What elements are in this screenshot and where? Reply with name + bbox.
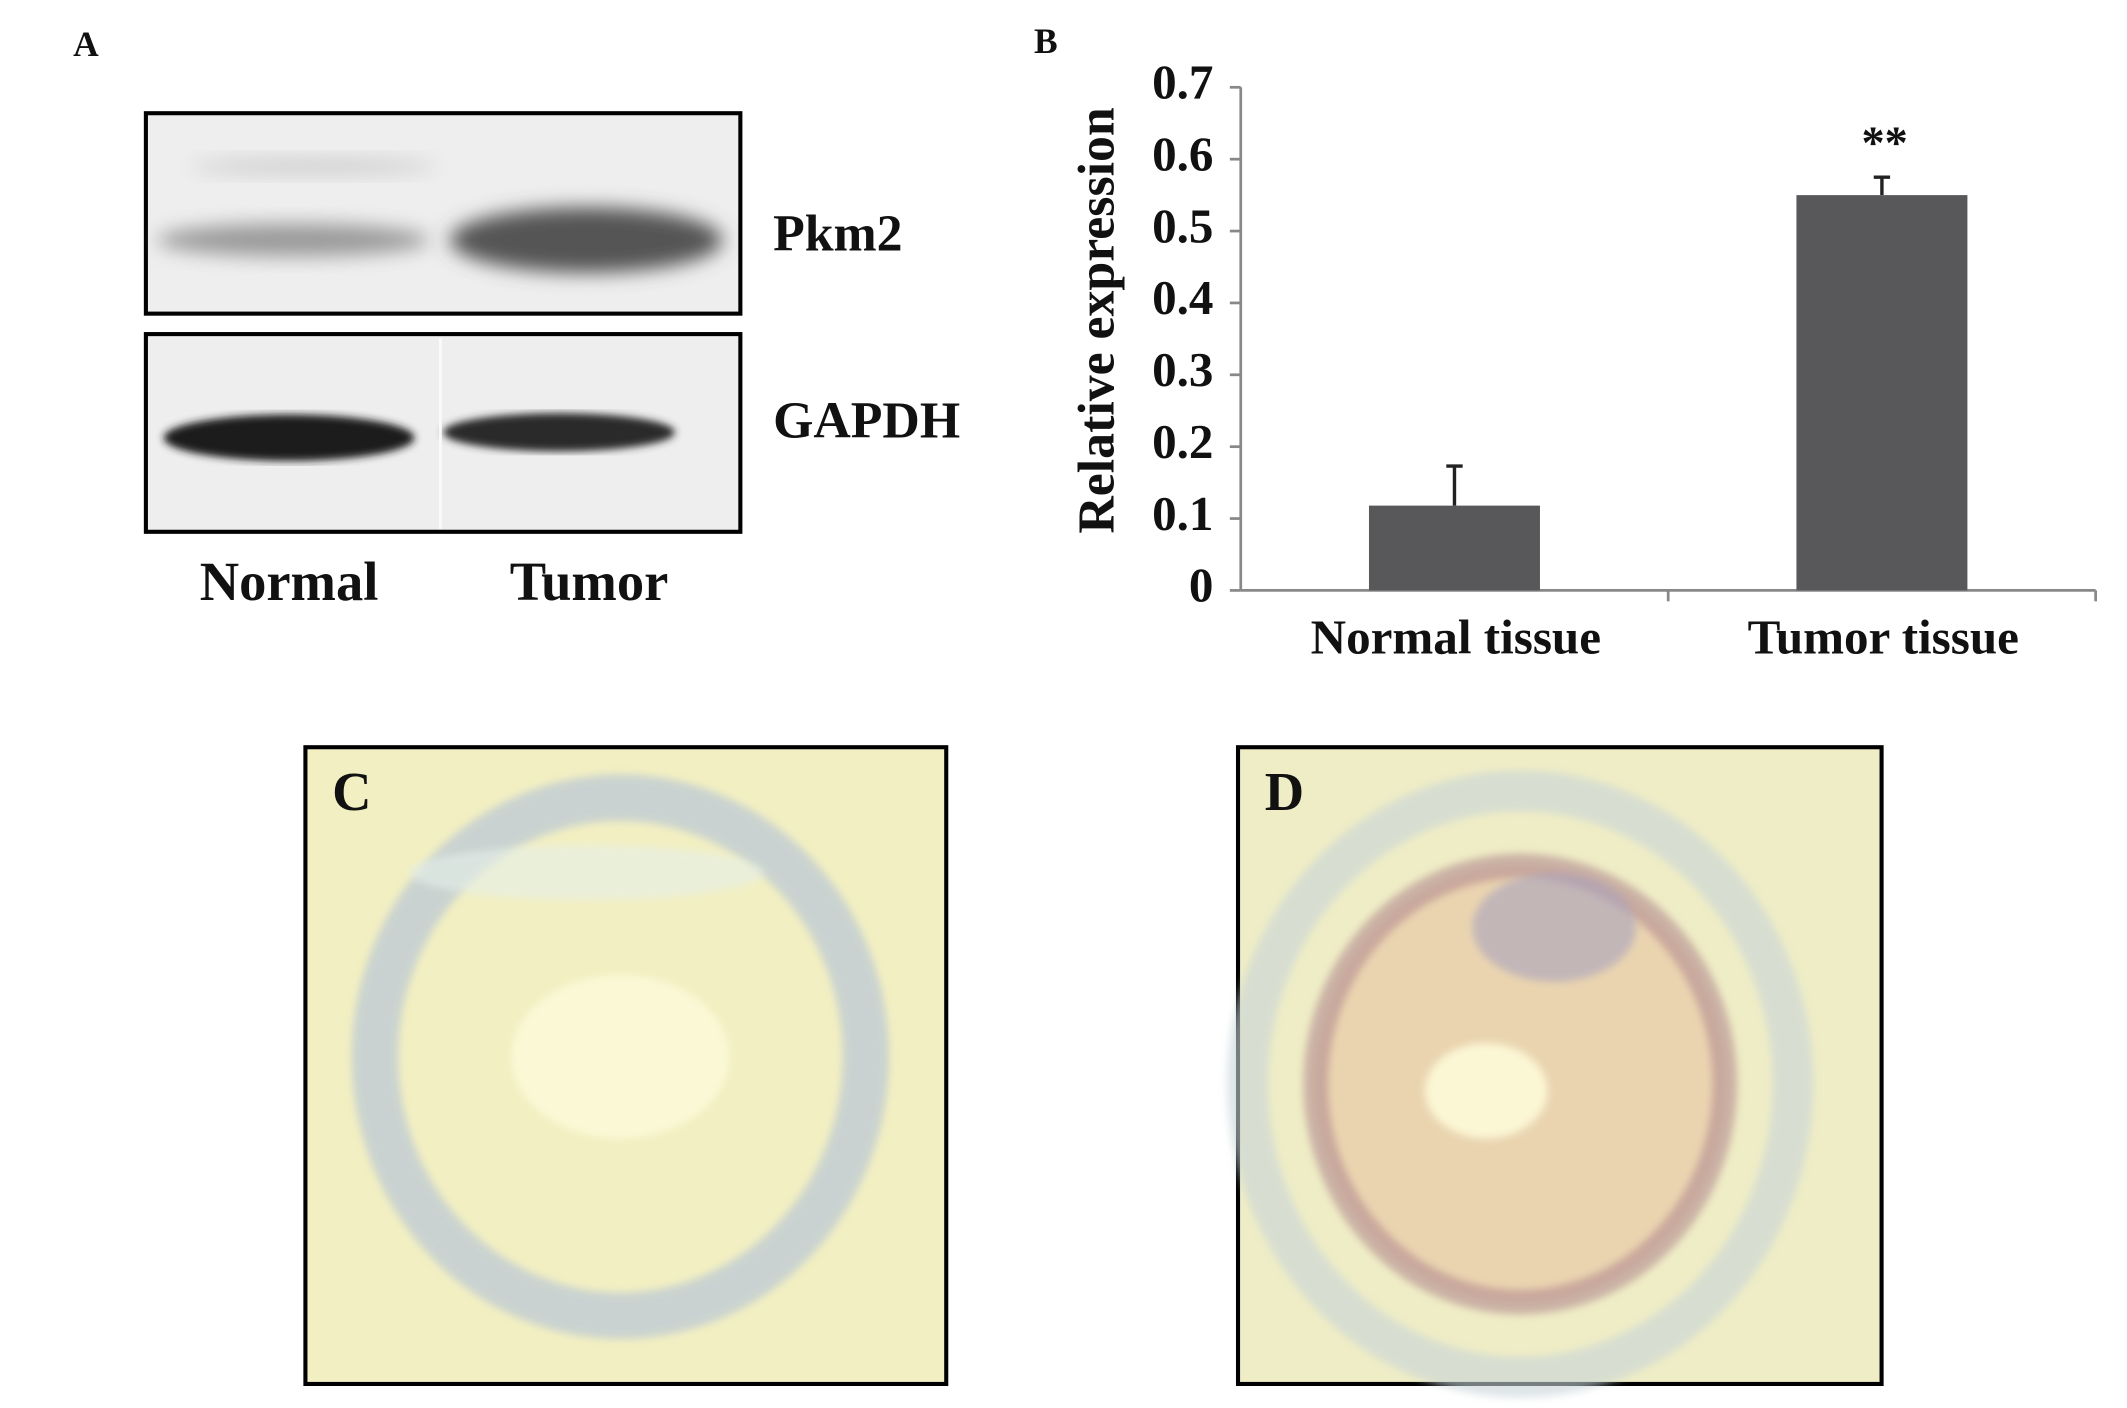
y-tick-label: 0 (1189, 558, 1214, 613)
lane-label: Tumor (510, 551, 669, 612)
y-tick-label: 0.3 (1152, 342, 1213, 397)
panel-label: D (1265, 761, 1304, 822)
bar (1796, 195, 1968, 591)
panel-label: B (1034, 21, 1058, 61)
micrograph-c (303, 745, 949, 1387)
bar-chart: B Relative expression 0 0.1 0.2 0.3 0.4 0.5 0.… (1034, 21, 2098, 665)
blot-pkm2 (143, 111, 743, 316)
micrograph-d (1227, 745, 1884, 1398)
band-label: GAPDH (773, 392, 960, 449)
y-tick-label: 0.7 (1152, 55, 1213, 110)
panel-label: C (332, 761, 371, 822)
blot-gapdh (143, 332, 743, 534)
y-tick-label: 0.6 (1152, 126, 1213, 181)
bar (1368, 505, 1540, 591)
y-tick-label: 0.5 (1152, 198, 1213, 253)
band-label: Pkm2 (773, 206, 903, 263)
y-tick-label: 0.2 (1152, 414, 1213, 469)
y-tick-label: 0.4 (1152, 270, 1213, 325)
y-axis-label: Relative expression (1069, 107, 1126, 534)
panel-label: A (73, 24, 99, 64)
x-tick-label: Tumor tissue (1748, 610, 2019, 665)
lane-label: Normal (200, 551, 379, 612)
x-tick-label: Normal tissue (1311, 610, 1601, 665)
significance-label: ** (1861, 118, 1907, 169)
y-tick-label: 0.1 (1152, 486, 1213, 541)
